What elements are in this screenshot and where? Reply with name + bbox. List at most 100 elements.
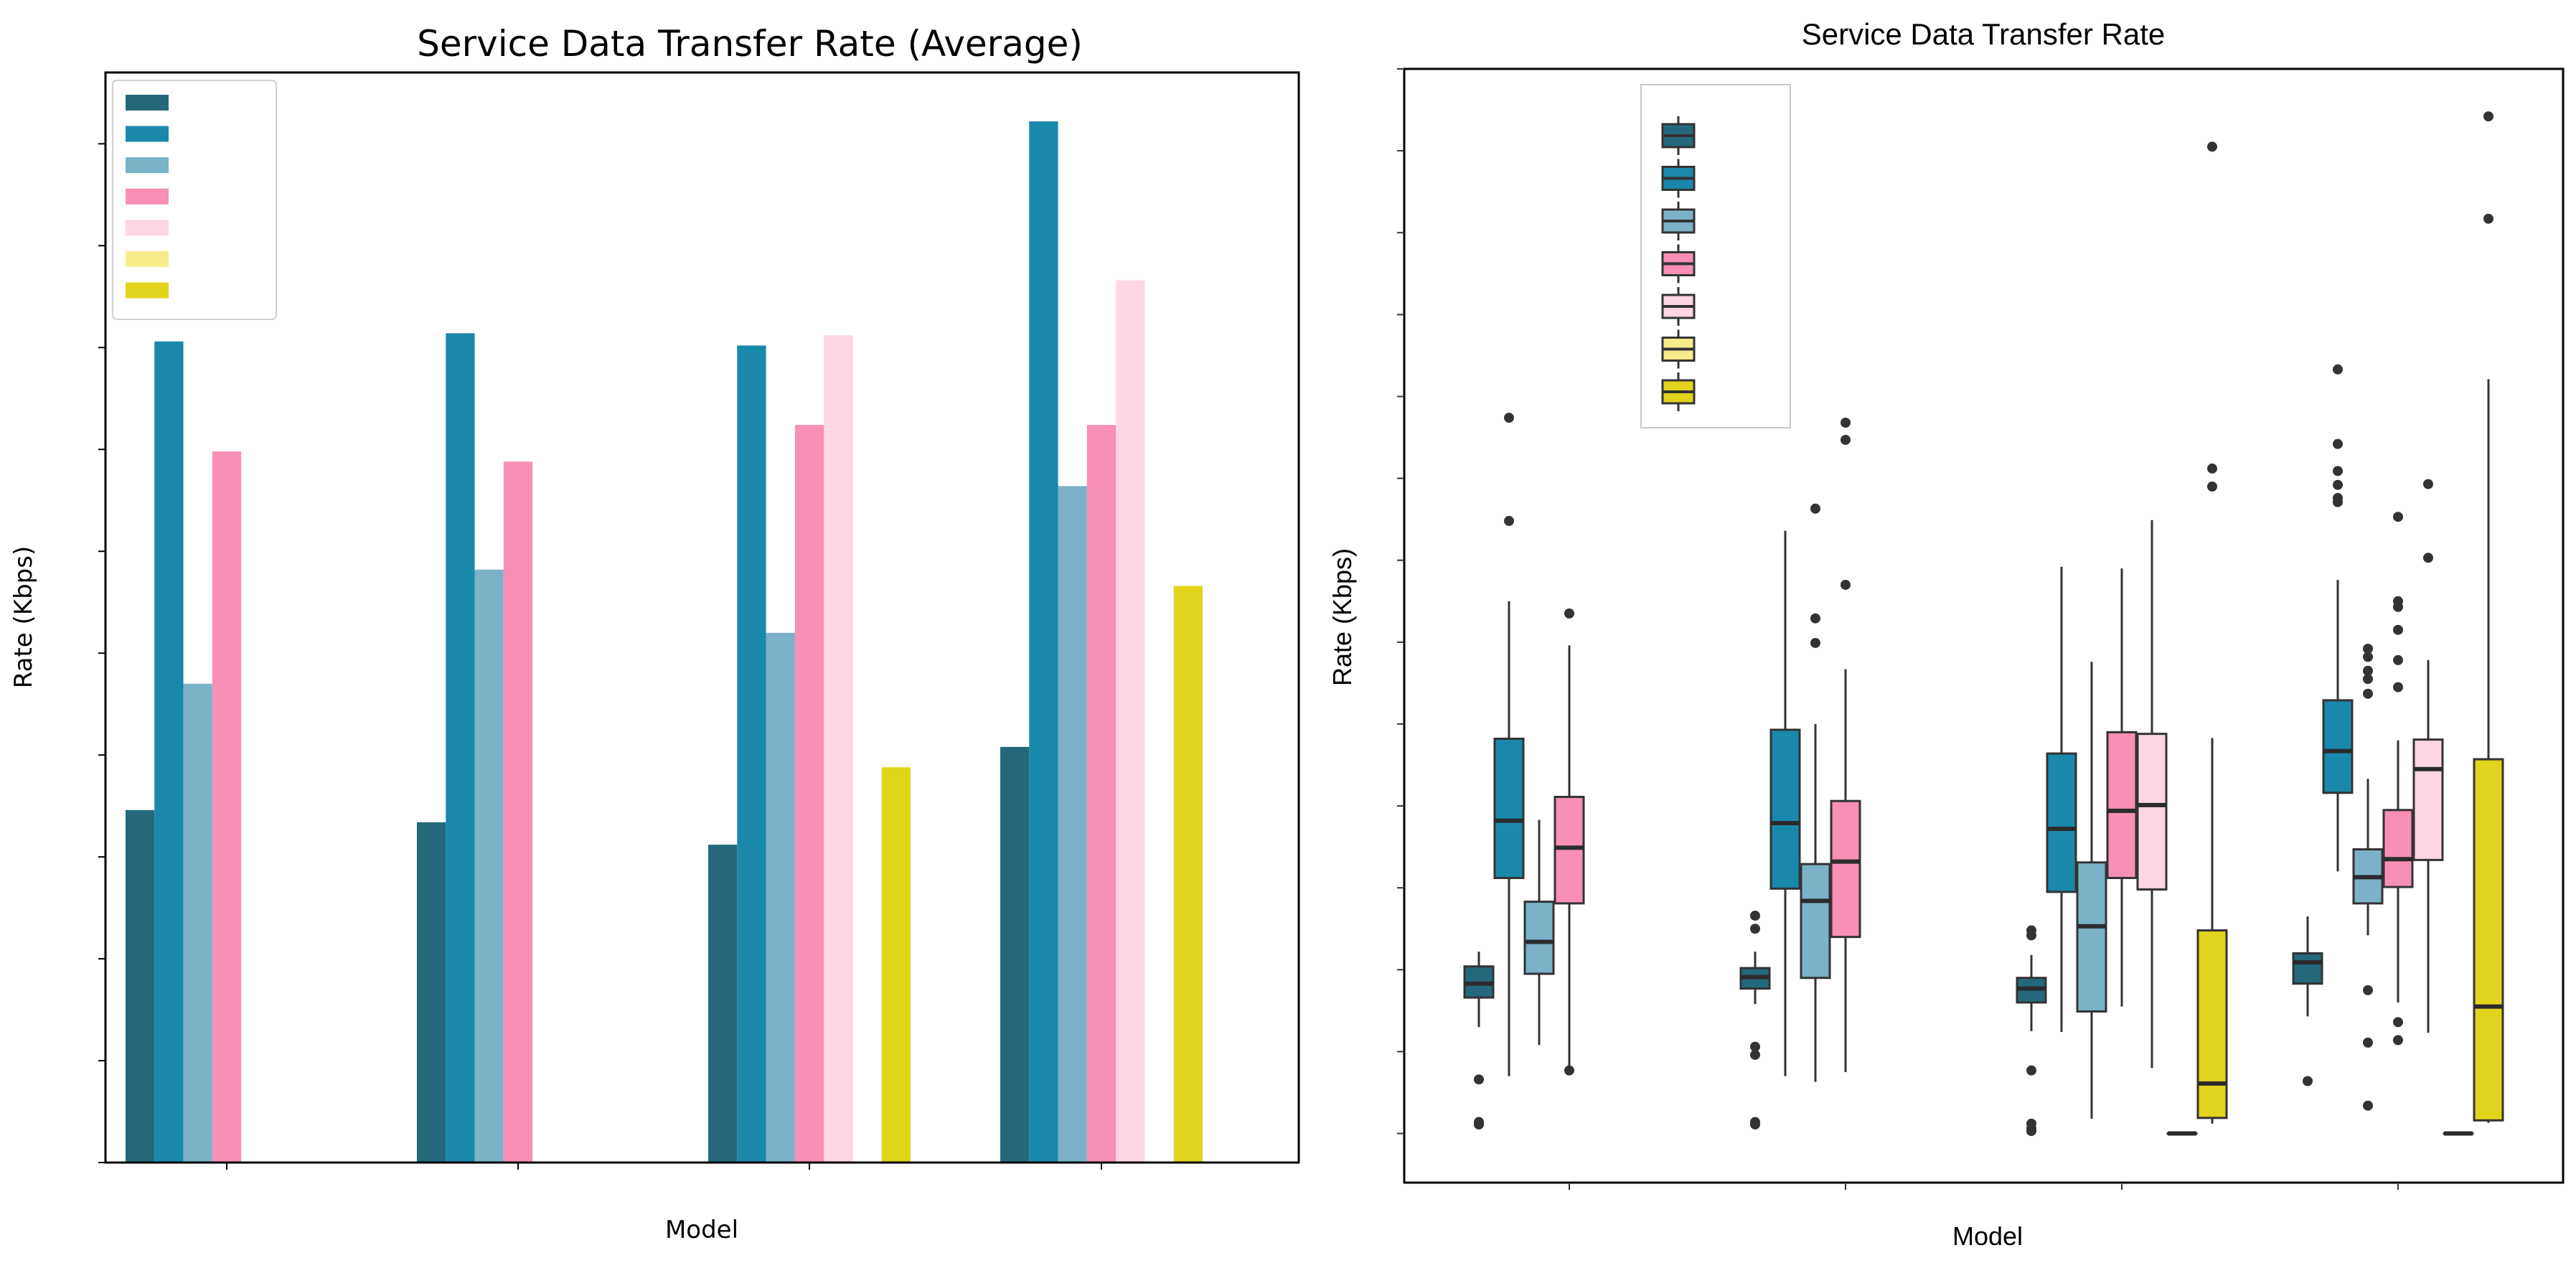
outlier-cloud-alite xyxy=(2026,930,2036,941)
box-resp4-alite xyxy=(2136,733,2168,891)
avg-plot-frame xyxy=(104,71,1300,1164)
outlier-fog-blite xyxy=(2333,479,2343,490)
box-plot-frame xyxy=(1403,67,2565,1184)
avg-y-axis-label: Rate (Kbps) xyxy=(9,546,38,688)
outlier-fog-a xyxy=(1504,413,1514,423)
bar-note4-alite xyxy=(881,767,911,1163)
avg-bar-chart: Service Data Transfer Rate (Average) Mod… xyxy=(9,23,1300,1244)
bar-cloud-a xyxy=(125,809,155,1163)
outlier-note4-blite xyxy=(2483,111,2493,122)
avg-y-axis-ticks xyxy=(98,143,105,1163)
outlier-jetson-b xyxy=(1810,613,1820,624)
outlier-note4-alite xyxy=(2207,141,2217,152)
box-fog-a xyxy=(1493,737,1525,879)
box-fog-alite xyxy=(2046,752,2077,893)
box-note4-alite xyxy=(2196,929,2228,1119)
bar-fog-blite xyxy=(1029,121,1058,1163)
box-resp8-b xyxy=(1830,799,1861,939)
outlier-jetson-b xyxy=(1810,637,1820,648)
outlier-cloud-blite xyxy=(2303,1076,2313,1086)
outlier-cloud-b xyxy=(1750,1041,1760,1052)
legend-swatch-cloud xyxy=(126,95,169,111)
bar-note4-blite xyxy=(1173,586,1203,1163)
outlier-resp8-blite xyxy=(2393,512,2403,522)
box-jetson-a xyxy=(1523,901,1555,975)
box-jetson-b xyxy=(1800,863,1831,980)
box-cloud-blite xyxy=(2292,952,2323,985)
bar-cloud-b xyxy=(416,822,446,1163)
avg-legend xyxy=(112,80,277,320)
bar-jetson-b xyxy=(474,569,504,1163)
outlier-resp8-blite xyxy=(2393,682,2403,692)
outlier-resp8-blite xyxy=(2393,601,2403,612)
legend-swatch-fog xyxy=(126,126,169,142)
outlier-resp8-blite xyxy=(2393,1035,2403,1046)
outlier-cloud-a xyxy=(1474,1074,1484,1085)
box-resp8-alite xyxy=(2106,731,2138,879)
box-legend xyxy=(1640,84,1791,428)
outlier-resp4-blite xyxy=(2423,553,2433,563)
bar-jetson-a xyxy=(183,683,212,1163)
outlier-fog-blite xyxy=(2333,466,2343,476)
bar-rasp8-b xyxy=(503,461,533,1163)
legend-swatch-note4 xyxy=(126,282,169,299)
box-series xyxy=(1463,111,2504,1137)
outlier-jetson-blite xyxy=(2363,643,2373,654)
outlier-resp8-blite xyxy=(2393,624,2403,635)
bar-rasp4-alite xyxy=(824,335,853,1163)
outlier-resp8-b xyxy=(1841,417,1851,428)
bar-jetson-alite xyxy=(766,632,795,1163)
box-chart-title: Service Data Transfer Rate xyxy=(1802,17,2166,51)
box-note4-blite xyxy=(2473,758,2504,1122)
outlier-cloud-alite xyxy=(2026,1126,2036,1137)
outlier-cloud-b xyxy=(1750,910,1760,921)
legend-swatch-s9 xyxy=(126,251,169,267)
outlier-resp8-a xyxy=(1564,608,1574,619)
outlier-cloud-a xyxy=(1474,1119,1484,1130)
outlier-jetson-blite xyxy=(2363,674,2373,685)
outlier-note4-alite xyxy=(2207,482,2217,492)
box-jetson-alite xyxy=(2076,861,2107,1013)
bar-jetson-blite xyxy=(1058,486,1087,1163)
outlier-resp8-blite xyxy=(2393,654,2403,665)
bar-rasp4-blite xyxy=(1116,280,1145,1163)
outlier-jetson-blite xyxy=(2363,652,2373,662)
outlier-jetson-b xyxy=(1810,503,1820,514)
legend-swatch-rasp8 xyxy=(126,188,169,205)
outlier-cloud-b xyxy=(1750,924,1760,934)
box-x-axis-label: Model xyxy=(1952,1221,2023,1251)
avg-x-axis-ticks xyxy=(226,1163,1102,1170)
outlier-jetson-blite xyxy=(2363,985,2373,995)
legend-swatch-rasp4 xyxy=(126,220,169,236)
bar-rasp8-alite xyxy=(794,425,824,1163)
box-plot-chart: Service Data Transfer Rate Model Rate (K… xyxy=(1327,17,2565,1251)
legend-swatch-jetson xyxy=(126,157,169,174)
avg-bars xyxy=(125,121,1203,1163)
outlier-jetson-blite xyxy=(2363,1037,2373,1048)
outlier-resp8-b xyxy=(1841,579,1851,590)
box-fog-blite xyxy=(2322,699,2354,794)
outlier-cloud-alite xyxy=(2026,1065,2036,1076)
outlier-cloud-b xyxy=(1750,1119,1760,1130)
avg-chart-title: Service Data Transfer Rate (Average) xyxy=(417,23,1083,65)
box-resp4-blite xyxy=(2412,738,2444,861)
bar-fog-a xyxy=(154,341,184,1163)
outlier-fog-blite xyxy=(2333,364,2343,375)
outlier-resp8-blite xyxy=(2393,1017,2403,1028)
outlier-cloud-b xyxy=(1750,1049,1760,1060)
outlier-resp8-a xyxy=(1564,1065,1574,1076)
box-fog-b xyxy=(1769,728,1801,890)
box-resp8-a xyxy=(1553,796,1585,905)
bar-fog-alite xyxy=(737,345,766,1163)
box-y-axis-ticks xyxy=(1397,68,1404,1135)
outlier-note4-alite xyxy=(2207,463,2217,474)
outlier-fog-blite xyxy=(2333,438,2343,449)
box-y-axis-label: Rate (Kbps) xyxy=(1327,548,1357,686)
outlier-fog-blite xyxy=(2333,497,2343,507)
box-x-axis-ticks xyxy=(1569,1183,2399,1190)
outlier-fog-a xyxy=(1504,515,1514,526)
avg-x-axis-label: Model xyxy=(665,1216,738,1244)
bar-rasp8-a xyxy=(212,451,242,1163)
outlier-note4-blite xyxy=(2483,213,2493,224)
